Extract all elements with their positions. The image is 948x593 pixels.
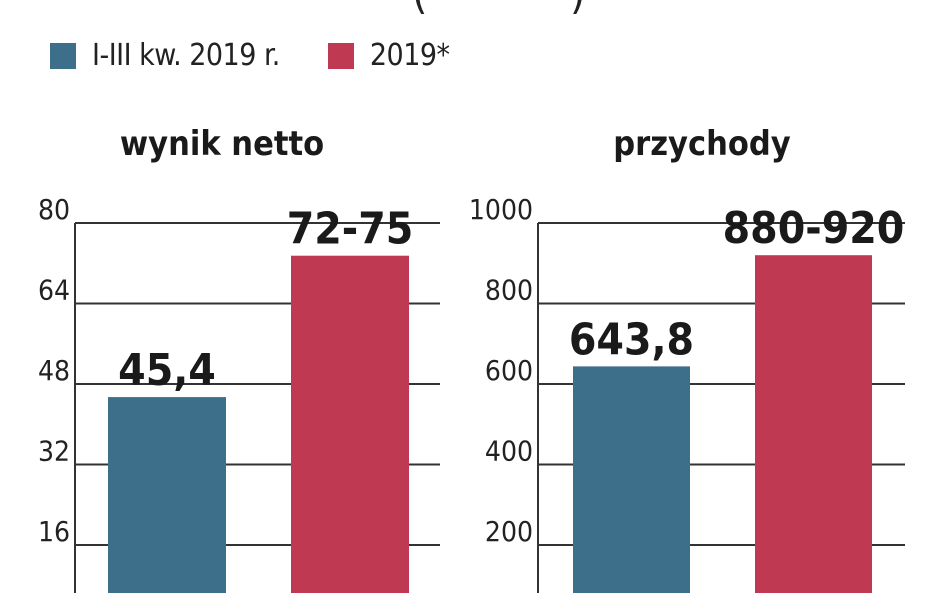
value-label: 643,8 bbox=[569, 314, 694, 365]
y-tick-label: 400 bbox=[485, 435, 533, 468]
legend-swatch bbox=[50, 42, 76, 69]
legend-label: I-III kw. 2019 r. bbox=[92, 38, 280, 73]
bar bbox=[291, 255, 409, 593]
legend-item-2019: 2019* bbox=[327, 38, 450, 73]
y-tick-label: 48 bbox=[38, 354, 70, 387]
y-tick-label: 32 bbox=[38, 435, 70, 468]
value-label: 72-75 bbox=[287, 204, 414, 255]
legend-label: 2019* bbox=[369, 38, 450, 73]
y-tick-label: 16 bbox=[38, 515, 70, 548]
cropped-title-fragment: ) bbox=[570, 0, 585, 19]
bar bbox=[108, 397, 226, 593]
y-tick-label: 1000 bbox=[469, 193, 533, 226]
legend-swatch bbox=[327, 42, 354, 69]
value-label: 880-920 bbox=[723, 203, 905, 254]
bar bbox=[573, 366, 690, 593]
legend-item-q1-q3: I-III kw. 2019 r. bbox=[50, 38, 280, 73]
y-tick-label: 800 bbox=[485, 274, 533, 307]
bar bbox=[755, 255, 872, 593]
y-tick-label: 64 bbox=[38, 274, 70, 307]
legend: I-III kw. 2019 r. 2019* bbox=[50, 38, 484, 73]
chart-title: przychody bbox=[613, 124, 791, 164]
chart-title: wynik netto bbox=[120, 124, 324, 164]
y-tick-label: 600 bbox=[485, 354, 533, 387]
y-tick-label: 80 bbox=[38, 193, 70, 226]
cropped-title-fragment: ( bbox=[412, 0, 427, 19]
value-label: 45,4 bbox=[118, 345, 216, 396]
y-tick-label: 200 bbox=[485, 515, 533, 548]
